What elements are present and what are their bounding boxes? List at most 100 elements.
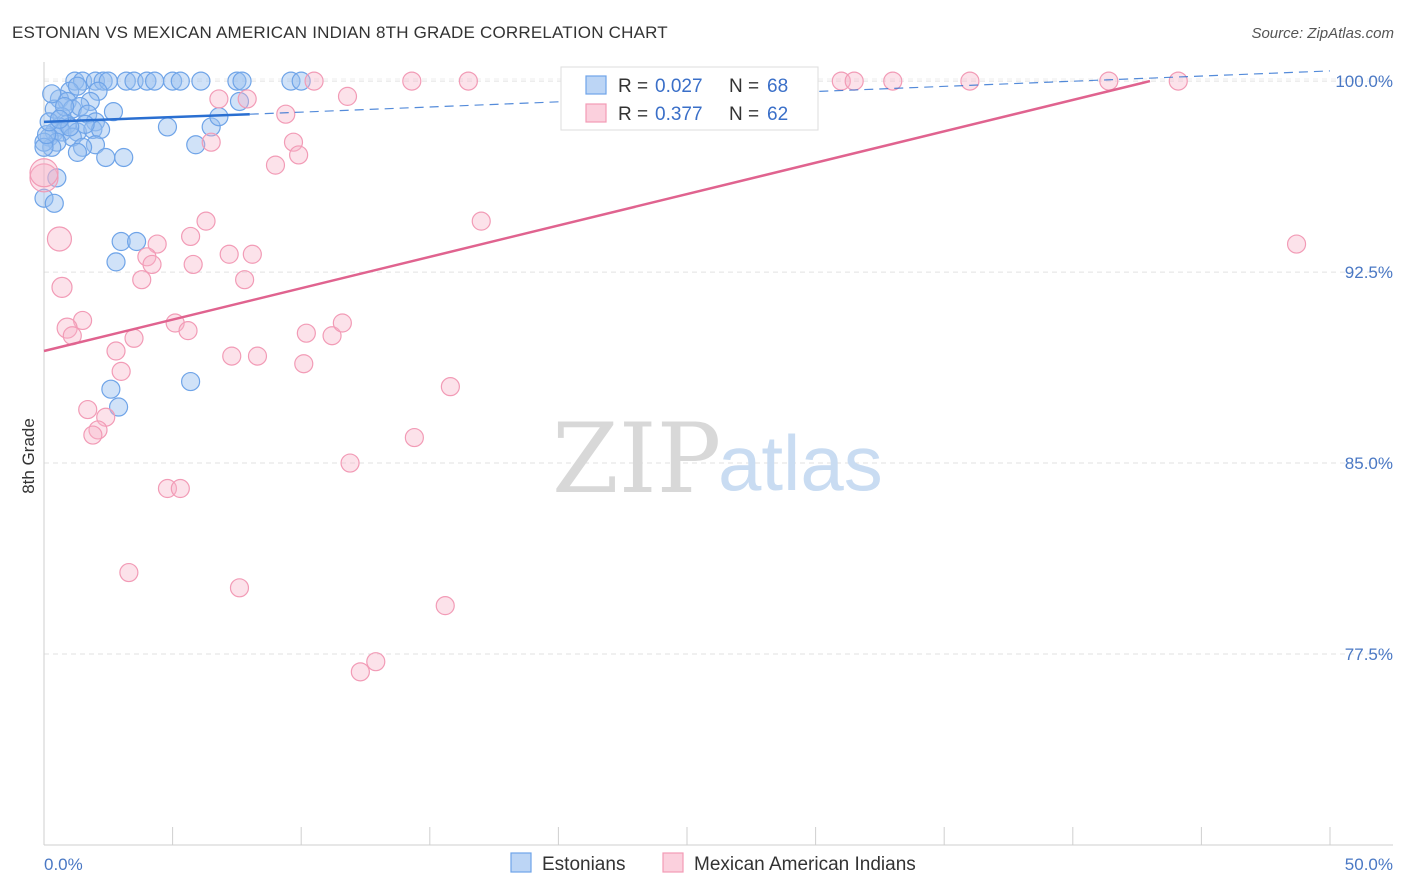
mexican-american-indians-point: [242, 244, 262, 264]
mexican-american-indians-point: [183, 254, 203, 275]
estonians-point: [111, 231, 131, 252]
y-tick-labels: 100.0% 92.5% 85.0% 77.5%: [1335, 72, 1393, 664]
mexican-american-indians-point: [209, 89, 229, 109]
estonians-point: [281, 71, 301, 91]
legend-r-value-mexican: 0.377: [655, 104, 703, 125]
mexican-american-indians-point: [296, 323, 316, 343]
watermark-zip: ZIP: [552, 403, 721, 515]
axes: [43, 62, 1393, 846]
estonians-point: [65, 71, 85, 91]
mexican-american-indians-point: [304, 71, 324, 91]
y-tick-label: 100.0%: [1335, 72, 1393, 91]
mexican-american-indians-point: [229, 578, 250, 598]
bottom-legend: Estonians Mexican American Indians: [510, 852, 916, 875]
mexican-american-indians-point: [201, 132, 221, 152]
legend-r-label-mexican: R =: [618, 104, 648, 125]
estonians-point: [106, 252, 126, 272]
mexican-american-indians-point: [29, 158, 59, 188]
mexican-american-indians-point: [332, 313, 352, 333]
estonians-point: [49, 109, 70, 129]
estonians-point: [42, 84, 62, 104]
mexican-american-indians-point: [458, 71, 478, 91]
mexican-american-indians-point: [51, 276, 73, 298]
y-axis-label: 8th Grade: [19, 418, 38, 494]
mexican-american-indians-point: [289, 145, 309, 165]
legend-r-value-estonians: 0.027: [655, 76, 703, 97]
legend-n-value-estonians: 68: [767, 76, 788, 97]
estonians-point: [70, 96, 90, 117]
mexican-american-indians-point: [366, 652, 386, 672]
mexican-american-indians-point: [219, 244, 239, 264]
estonians-point: [93, 71, 113, 91]
mexican-american-indians-point: [237, 89, 257, 109]
mexican-american-indians-point: [132, 270, 152, 290]
estonians-point: [34, 132, 54, 152]
mexican-american-indians-point: [276, 104, 296, 124]
estonians-point: [54, 96, 75, 117]
mexican-american-indians-point: [147, 234, 167, 254]
estonians-point: [137, 71, 157, 91]
watermark-atlas: atlas: [718, 419, 883, 507]
mexican-american-indians-point: [142, 254, 162, 275]
mexican-american-indians-point: [440, 377, 460, 397]
mexican-american-indians-point: [960, 71, 980, 91]
mexican-american-indians-point: [1099, 71, 1119, 91]
estonians-point: [157, 117, 178, 137]
mexican-american-indians-point: [265, 155, 286, 175]
legend-swatch-mexican-american-indians: [585, 103, 607, 123]
mexican-american-indians-point: [435, 596, 455, 616]
mexican-american-indians-point: [404, 427, 424, 448]
estonians-point: [181, 371, 201, 392]
bottom-legend-label-estonians: Estonians: [542, 854, 625, 875]
estonians-point: [126, 231, 147, 252]
estonians-point: [229, 91, 250, 112]
estonians-point: [232, 71, 252, 91]
legend-n-label-mexican: N =: [729, 104, 759, 125]
mexican-american-indians-point: [46, 226, 73, 252]
estonians-point: [67, 76, 88, 96]
legend-n-label-estonians: N =: [729, 76, 759, 97]
y-tick-label: 77.5%: [1345, 645, 1393, 664]
estonians-point: [96, 147, 116, 168]
mexican-american-indians-point: [235, 270, 255, 290]
bottom-legend-swatch-estonians: [510, 852, 532, 873]
mexican-american-indians-point: [322, 326, 342, 346]
mexican-american-indians-point: [106, 341, 126, 361]
mexican-american-indians-point: [170, 478, 190, 499]
estonians-point: [186, 135, 206, 155]
mexican-american-indians-point: [471, 211, 491, 231]
mexican-american-indians-point: [402, 71, 422, 91]
mexican-american-indians-point: [294, 354, 314, 374]
estonians-point: [227, 71, 247, 91]
chart-source: Source: ZipAtlas.com: [1251, 25, 1394, 42]
estonians-point: [114, 147, 134, 168]
mexican-american-indians-point: [181, 226, 201, 247]
mexican-american-indians-point: [83, 425, 103, 445]
mexican-american-indians-point: [340, 453, 360, 473]
estonians-point: [44, 193, 64, 213]
y-tick-label: 85.0%: [1345, 454, 1393, 473]
mexican-american-indians-point: [178, 321, 198, 341]
mexican-american-indians-point: [222, 346, 242, 366]
mexican-american-indians-point: [111, 361, 131, 381]
mexican-american-indians-point: [78, 399, 98, 420]
legend-r-label-estonians: R =: [618, 76, 648, 97]
chart-title: ESTONIAN VS MEXICAN AMERICAN INDIAN 8TH …: [12, 23, 668, 42]
estonians-point: [103, 102, 124, 122]
legend-swatch-estonians: [585, 75, 607, 95]
x-tick-max: 50.0%: [1345, 855, 1393, 874]
mexican-american-indians-point: [350, 662, 370, 682]
grid-lines: [44, 78, 1393, 655]
mexican-american-indians-point: [124, 328, 144, 348]
mexican-american-indians-point: [883, 71, 903, 91]
estonians-point: [101, 379, 121, 399]
mexican-american-indians-point: [119, 562, 139, 583]
mexican-american-indians-point: [88, 420, 108, 440]
mexican-american-indians-point: [247, 346, 268, 366]
estonians-point: [60, 117, 80, 137]
estonians-trend-line: [43, 112, 250, 124]
y-tick-label: 92.5%: [1345, 263, 1393, 282]
estonians-point: [116, 71, 136, 91]
mexican-american-indians-points: [29, 71, 1307, 682]
